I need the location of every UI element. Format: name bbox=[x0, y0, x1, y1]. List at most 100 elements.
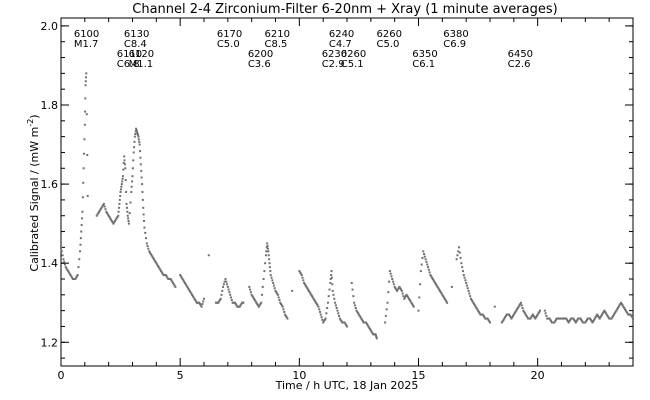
flare-id-label: 6240 bbox=[329, 29, 354, 40]
data-point bbox=[434, 283, 437, 286]
data-point bbox=[425, 260, 428, 263]
data-point bbox=[550, 320, 553, 323]
data-point bbox=[606, 314, 609, 317]
data-point bbox=[258, 304, 261, 307]
data-point bbox=[123, 159, 126, 162]
data-point bbox=[281, 305, 284, 308]
data-point bbox=[407, 296, 410, 299]
data-point bbox=[519, 301, 522, 304]
data-point bbox=[392, 280, 395, 283]
data-point bbox=[114, 220, 117, 222]
data-point bbox=[300, 274, 303, 277]
data-point bbox=[437, 287, 440, 290]
data-point bbox=[62, 258, 65, 261]
data-point bbox=[445, 300, 448, 303]
data-point bbox=[282, 308, 285, 311]
data-point bbox=[566, 318, 569, 321]
data-point bbox=[358, 314, 361, 317]
data-point bbox=[433, 280, 436, 283]
data-point bbox=[226, 283, 229, 286]
data-point bbox=[143, 220, 146, 222]
data-point bbox=[302, 279, 305, 282]
data-point bbox=[268, 262, 271, 265]
data-point bbox=[355, 309, 358, 312]
data-point bbox=[69, 274, 72, 277]
data-point bbox=[133, 146, 136, 149]
data-point bbox=[120, 185, 123, 188]
data-point bbox=[299, 272, 302, 275]
data-point bbox=[330, 270, 333, 273]
data-point bbox=[612, 314, 615, 317]
data-point bbox=[303, 283, 306, 286]
data-point bbox=[375, 336, 378, 338]
data-point bbox=[459, 256, 462, 259]
data-point bbox=[576, 318, 579, 321]
data-point bbox=[589, 318, 592, 321]
data-point bbox=[124, 179, 127, 182]
data-point bbox=[200, 305, 203, 308]
data-point bbox=[98, 209, 101, 212]
data-point bbox=[389, 272, 392, 275]
data-point bbox=[573, 318, 576, 321]
data-point bbox=[104, 208, 107, 211]
flare-id-label: 6230 bbox=[322, 49, 347, 60]
data-point bbox=[101, 205, 104, 208]
data-point bbox=[508, 313, 511, 316]
data-point bbox=[188, 289, 191, 292]
data-point bbox=[136, 131, 139, 134]
data-point bbox=[406, 295, 409, 298]
data-point bbox=[303, 281, 306, 284]
data-point bbox=[126, 214, 129, 217]
data-point bbox=[193, 297, 196, 300]
data-point bbox=[444, 299, 447, 302]
data-point bbox=[223, 280, 226, 283]
data-point bbox=[127, 220, 130, 222]
data-point bbox=[84, 84, 87, 87]
data-point bbox=[251, 295, 254, 298]
data-point bbox=[384, 314, 387, 317]
data-point bbox=[198, 301, 201, 304]
data-point bbox=[164, 274, 167, 277]
data-point bbox=[110, 218, 113, 221]
data-point bbox=[410, 301, 413, 304]
data-point bbox=[333, 297, 336, 300]
data-point bbox=[476, 308, 479, 311]
data-point bbox=[191, 293, 194, 296]
y-axis-label-end: ) bbox=[28, 114, 41, 118]
data-point bbox=[257, 305, 260, 308]
data-point bbox=[186, 285, 189, 288]
data-point bbox=[137, 135, 140, 138]
data-point bbox=[135, 130, 138, 133]
data-point bbox=[77, 266, 80, 269]
data-point bbox=[612, 313, 615, 316]
data-point bbox=[601, 312, 604, 315]
data-point bbox=[396, 288, 399, 291]
data-point bbox=[357, 312, 360, 315]
data-point bbox=[569, 318, 572, 321]
data-point bbox=[465, 284, 468, 287]
data-point bbox=[442, 296, 445, 299]
data-point bbox=[350, 281, 353, 284]
data-point bbox=[203, 297, 205, 300]
data-point bbox=[285, 316, 288, 319]
data-point bbox=[240, 303, 243, 306]
data-point bbox=[137, 134, 140, 137]
flare-id-label: 6100 bbox=[74, 29, 99, 40]
data-point bbox=[133, 135, 136, 138]
flare-labels: 6100M1.76130C8.46170C5.06210C8.56240C4.7… bbox=[74, 29, 533, 70]
data-point bbox=[403, 296, 406, 299]
data-point bbox=[230, 296, 233, 299]
data-point bbox=[468, 292, 471, 295]
data-point bbox=[71, 276, 74, 279]
data-point bbox=[394, 287, 397, 290]
data-point bbox=[512, 314, 515, 317]
x-axis-label: Time / h UTC, 18 Jan 2025 bbox=[275, 379, 419, 392]
data-point bbox=[575, 320, 578, 323]
data-point bbox=[428, 271, 431, 274]
data-point bbox=[467, 289, 470, 292]
data-point bbox=[420, 263, 423, 266]
y-tick-label: 1.6 bbox=[41, 178, 59, 191]
data-point bbox=[359, 316, 362, 319]
data-point bbox=[249, 291, 252, 294]
data-point bbox=[179, 274, 182, 277]
